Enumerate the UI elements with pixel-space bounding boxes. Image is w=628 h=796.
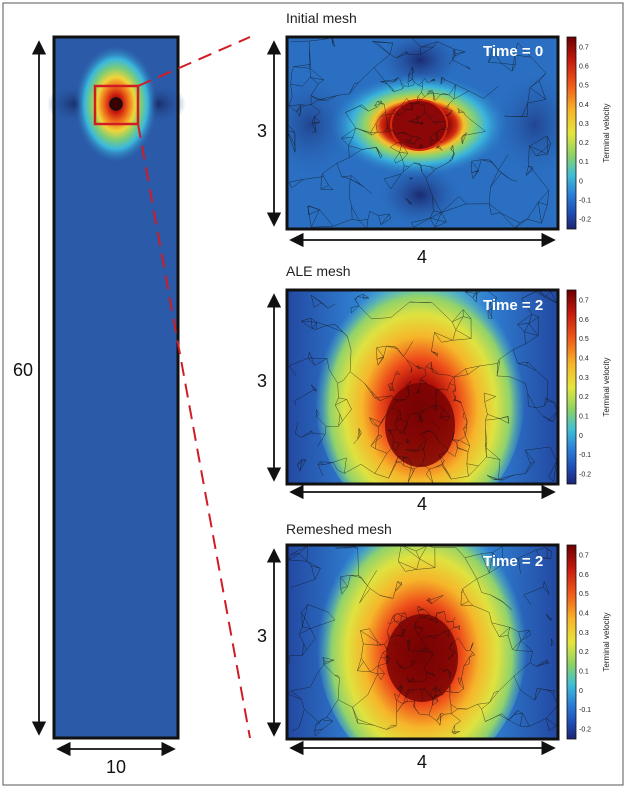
colorbar-tick-label: 0.3 bbox=[579, 375, 589, 382]
panel-title: Initial mesh bbox=[286, 10, 357, 26]
colorbar-tick-label: 0 bbox=[579, 433, 583, 440]
colorbar-tick-label: 0.4 bbox=[579, 611, 589, 618]
colorbar-tick-label: 0.1 bbox=[579, 669, 589, 676]
colorbar-tick-label: 0 bbox=[579, 178, 583, 185]
colorbar-title: Terminal velocity bbox=[602, 612, 611, 671]
panel-width-label: 4 bbox=[417, 752, 427, 772]
height-dimension: 60 bbox=[8, 42, 39, 734]
colorbar-tick-label: -0.1 bbox=[579, 452, 591, 459]
colorbar-tick-label: 0.6 bbox=[579, 64, 589, 71]
colorbar-tick-label: 0.4 bbox=[579, 356, 589, 363]
panel-height-label: 3 bbox=[257, 626, 267, 646]
panel-title: ALE mesh bbox=[286, 263, 351, 279]
time-label: Time = 2 bbox=[483, 297, 543, 314]
colorbars: 0.7 0.6 0.5 0.4 0.3 0.2 0.1 0 -0.1 -0.2 Terminal v… bbox=[567, 37, 611, 739]
panel-ale-mesh: ALE mesh Time = 2 3 4 bbox=[257, 263, 558, 525]
colorbar-tick-label: 0.5 bbox=[579, 591, 589, 598]
width-dimension: 10 bbox=[58, 749, 174, 777]
panel-remeshed-mesh: Remeshed mesh Time = 2 3 4 bbox=[257, 505, 558, 775]
panel-height-label: 3 bbox=[257, 371, 267, 391]
colorbar-tick-label: 0.5 bbox=[579, 336, 589, 343]
colorbar-tick-label: 0.2 bbox=[579, 649, 589, 656]
colorbar-tick-label: 0.7 bbox=[579, 298, 589, 305]
colorbar-tick-label: 0.5 bbox=[579, 83, 589, 90]
colorbar-tick-label: 0 bbox=[579, 688, 583, 695]
colorbar-title: Terminal velocity bbox=[602, 103, 611, 162]
colorbar-scale bbox=[567, 545, 576, 739]
colorbar-tick-label: 0.2 bbox=[579, 394, 589, 401]
colorbar-scale bbox=[567, 290, 576, 484]
panel-width-label: 4 bbox=[417, 494, 427, 514]
colorbar-tick-label: 0.4 bbox=[579, 102, 589, 109]
colorbar-tick-label: 0.6 bbox=[579, 317, 589, 324]
time-label: Time = 2 bbox=[483, 553, 543, 570]
panel-height-label: 3 bbox=[257, 121, 267, 141]
domain-column bbox=[47, 37, 186, 738]
width-label: 10 bbox=[106, 757, 126, 777]
colorbar-tick-label: 0.2 bbox=[579, 140, 589, 147]
particle-dot bbox=[110, 98, 122, 110]
colorbar-tick-label: 0.6 bbox=[579, 572, 589, 579]
time-label: Time = 0 bbox=[483, 43, 543, 60]
colorbar-tick-label: -0.2 bbox=[579, 472, 591, 479]
panel-initial-mesh: Initial mesh Time = 0 3 4 bbox=[257, 10, 575, 267]
colorbar-tick-label: 0.1 bbox=[579, 414, 589, 421]
colorbar-tick-label: -0.1 bbox=[579, 197, 591, 204]
height-label: 60 bbox=[13, 360, 33, 380]
colorbar-scale bbox=[567, 37, 576, 229]
colorbar-tick-label: 0.1 bbox=[579, 159, 589, 166]
colorbar-title: Terminal velocity bbox=[602, 357, 611, 416]
colorbar-tick-label: 0.3 bbox=[579, 121, 589, 128]
colorbar-tick-label: 0.3 bbox=[579, 630, 589, 637]
colorbar-tick-label: -0.2 bbox=[579, 727, 591, 734]
panel-title: Remeshed mesh bbox=[286, 521, 392, 537]
colorbar-tick-label: -0.1 bbox=[579, 707, 591, 714]
colorbar-tick-label: -0.2 bbox=[579, 217, 591, 224]
colorbar-tick-label: 0.7 bbox=[579, 553, 589, 560]
panel-width-label: 4 bbox=[417, 247, 427, 267]
colorbar-tick-label: 0.7 bbox=[579, 45, 589, 52]
